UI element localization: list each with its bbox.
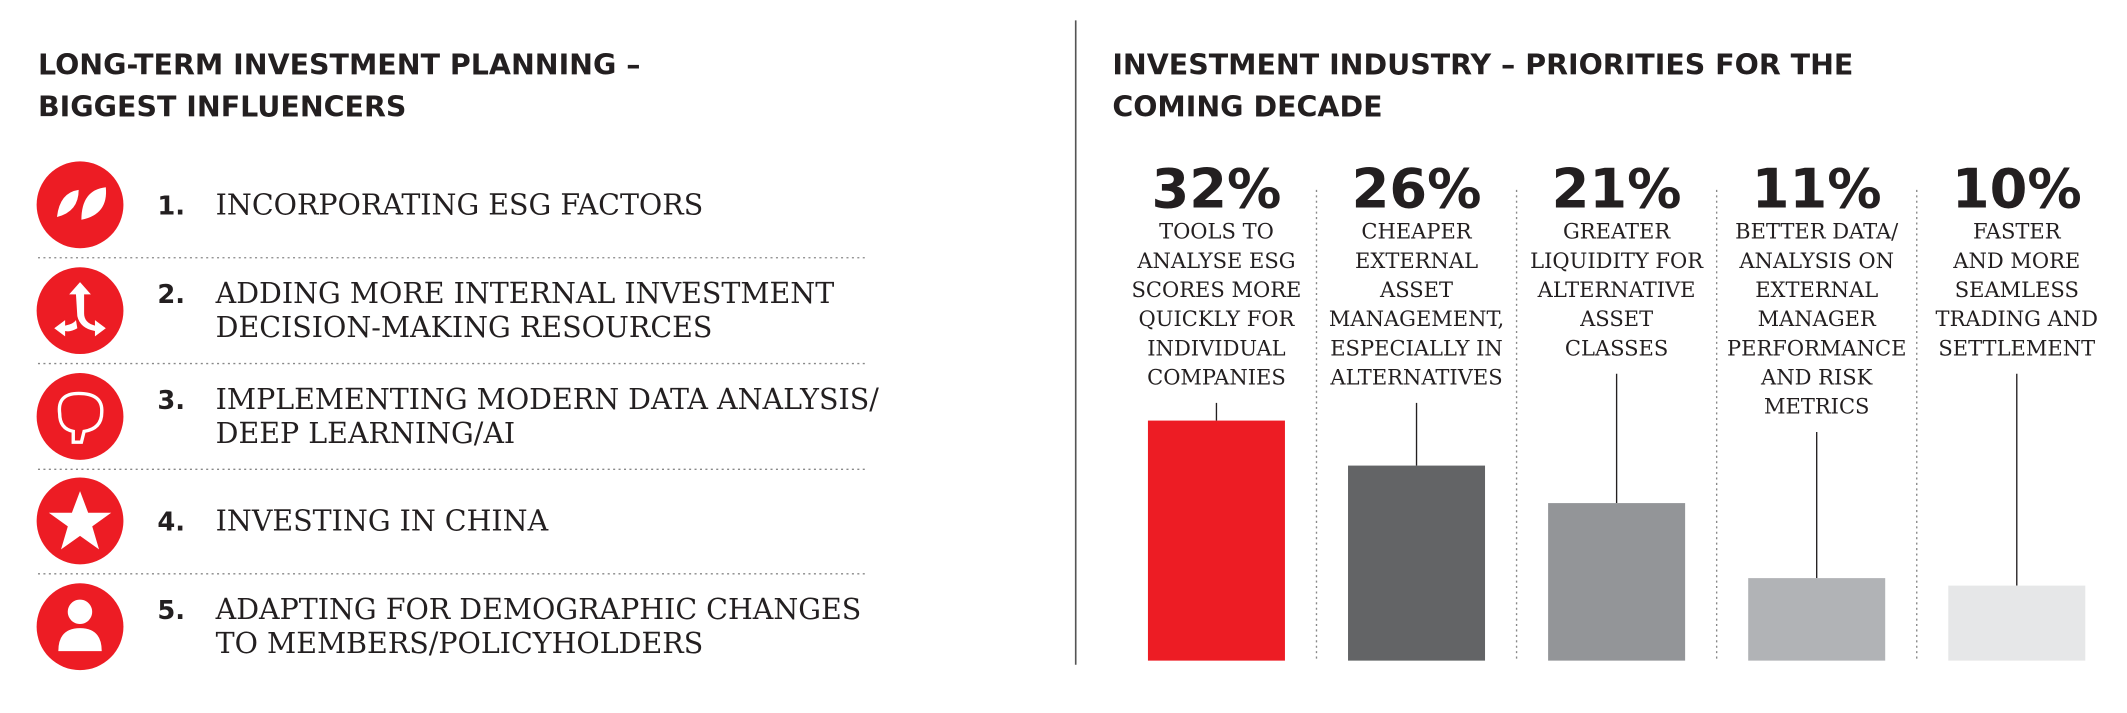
item-number: 1. [157,191,185,221]
star [48,491,112,550]
leaf [56,187,107,220]
item-number: 3. [157,386,185,416]
category-label: TOOLS TO [1159,219,1274,244]
category-label: EXTERNAL [1755,277,1878,302]
arrows [54,282,106,337]
icon-demographic [36,583,124,671]
icons [36,161,124,671]
category-label: ASSET [1579,306,1653,331]
item-text: TO MEMBERS/POLICYHOLDERS [216,627,704,660]
bar [1548,503,1686,661]
item-text: INVESTING IN CHINA [216,504,549,537]
value-label: 10% [1952,158,2082,221]
category-label: SETTLEMENT [1938,335,2095,360]
category-label: AND RISK [1760,365,1874,390]
value-label: 21% [1552,158,1682,221]
icon-ai [36,373,124,460]
item-number: 2. [157,280,185,310]
category-label: CHEAPER [1361,219,1472,244]
item-number: 5. [157,596,185,626]
category-label: ANALYSE ESG [1136,248,1295,273]
category-label: MANAGEMENT, [1329,306,1504,331]
category-label: LIQUIDITY FOR [1530,248,1704,273]
item-text: DECISION-MAKING RESOURCES [216,311,713,344]
item-text: DEEP LEARNING/AI [216,417,515,450]
category-label: FASTER [1973,219,2062,244]
category-label: COMPANIES [1147,365,1286,390]
value-label: 32% [1152,158,1282,221]
item-text: IMPLEMENTING MODERN DATA ANALYSIS/ [216,383,880,416]
category-label: ALTERNATIVE [1537,277,1696,302]
bar [1348,465,1486,661]
category-label: TRADING AND [1936,306,2098,331]
category-label: MANAGER [1758,306,1877,331]
section-title: LONG-TERM INVESTMENT PLANNING – [38,49,641,82]
item-text: ADDING MORE INTERNAL INVESTMENT [215,277,835,310]
chart-title: INVESTMENT INDUSTRY – PRIORITIES FOR THE [1112,49,1853,82]
brain [57,391,104,444]
category-label: ESPECIALLY IN [1330,335,1503,360]
bar [1948,585,2086,661]
value-label: 26% [1352,158,1482,221]
value-label: 11% [1752,158,1882,221]
category-label: PERFORMANCE [1727,335,1906,360]
item-number: 4. [157,507,185,537]
item-text: INCORPORATING ESG FACTORS [216,188,704,221]
category-label: SCORES MORE [1132,277,1302,302]
item-text: ADAPTING FOR DEMOGRAPHIC CHANGES [215,593,862,626]
category-label: CLASSES [1565,335,1668,360]
category-label: INDIVIDUAL [1147,335,1285,360]
category-label: ASSET [1379,277,1453,302]
category-label: GREATER [1563,219,1671,244]
category-label: ANALYSIS ON [1738,248,1894,273]
category-label: AND MORE [1952,248,2080,273]
category-label: EXTERNAL [1355,248,1478,273]
category-label: ALTERNATIVES [1329,365,1502,390]
category-label: SEAMLESS [1955,277,2079,302]
chart-title: COMING DECADE [1112,91,1382,124]
section-title: BIGGEST INFLUENCERS [38,91,406,124]
icon-esg [36,161,124,249]
category-label: QUICKLY FOR [1139,306,1296,331]
bar [1147,420,1285,661]
person [58,599,102,652]
category-label: BETTER DATA/ [1735,219,1899,244]
bar [1748,578,1886,661]
category-label: METRICS [1764,394,1869,419]
